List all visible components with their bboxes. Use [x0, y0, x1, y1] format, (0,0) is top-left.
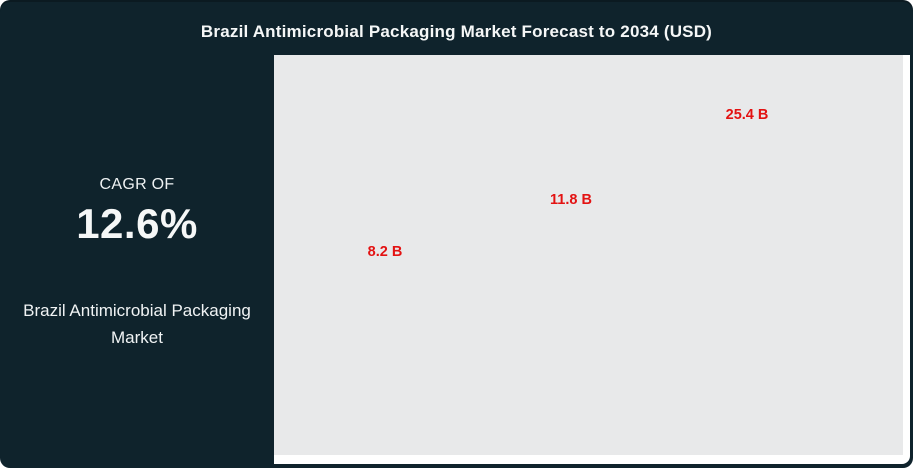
data-label-3: 25.4 B [725, 107, 769, 123]
cagr-panel: CAGR OF 12.6% Brazil Antimicrobial Packa… [0, 55, 274, 468]
market-name: Brazil Antimicrobial Packaging Market [23, 301, 251, 347]
title-bar: Brazil Antimicrobial Packaging Market Fo… [0, 0, 913, 58]
cagr-label: CAGR OF [99, 176, 175, 193]
data-label-2: 11.8 B [550, 192, 592, 208]
data-label-1: 8.2 B [367, 244, 403, 260]
chart-title: Brazil Antimicrobial Packaging Market Fo… [200, 22, 713, 41]
cagr-value: 12.6% [76, 200, 198, 247]
plot-area: 8.2 B 11.8 B 25.4 B [274, 55, 903, 455]
plot-backdrop: 8.2 B 11.8 B 25.4 B [274, 55, 910, 464]
